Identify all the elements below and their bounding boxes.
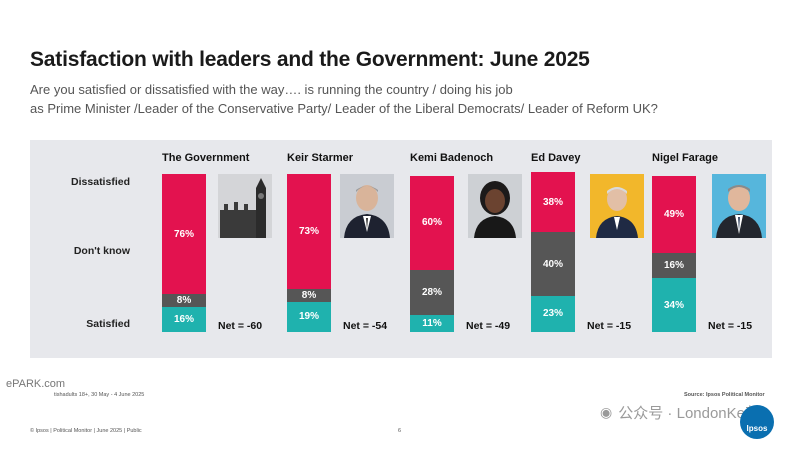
footnote-base: tishadults 18+, 30 May - 4 June 2025 <box>54 392 145 398</box>
bar-segment-satisfied: 34% <box>652 278 696 332</box>
ed-davey-photo <box>590 174 644 238</box>
data-label: 11% <box>422 317 442 329</box>
bar-segment-satisfied: 11% <box>410 314 454 332</box>
bar-segment-dont-know: 16% <box>652 253 696 279</box>
data-label: 16% <box>663 260 684 272</box>
bar-segment-dissatisfied: 38% <box>531 172 575 233</box>
data-label: 73% <box>298 226 319 238</box>
data-label: 40% <box>542 258 563 270</box>
net-score: Net = -54 <box>343 320 388 332</box>
subtitle-line-2: as Prime Minister /Leader of the Conserv… <box>30 101 658 116</box>
bar-segment-dont-know: 8% <box>162 294 206 307</box>
chart-subtitle: Are you satisfied or dissatisfied with t… <box>30 80 770 118</box>
data-label: 60% <box>421 217 442 229</box>
watermark-right: ◉ 公众号 · LondonKe英 <box>600 402 760 423</box>
bar-segment-satisfied: 19% <box>287 301 331 332</box>
data-label: 49% <box>663 208 684 220</box>
watermark-top-left: ePARK.com <box>6 378 66 390</box>
data-label: 38% <box>542 196 563 208</box>
net-score: Net = -15 <box>587 320 632 332</box>
row-label-dissatisfied: Dissatisfied <box>71 176 130 188</box>
bar-segment-dissatisfied: 60% <box>410 175 454 271</box>
net-score: Net = -49 <box>466 320 511 332</box>
footer-copyright: © Ipsos | Political Monitor | June 2025 … <box>30 428 142 434</box>
data-label: 8% <box>301 290 317 302</box>
leader-name: Nigel Farage <box>652 152 719 164</box>
data-label: 34% <box>663 299 684 311</box>
data-label: 23% <box>542 308 563 320</box>
bar-segment-dissatisfied: 49% <box>652 175 696 253</box>
leader-name: Ed Davey <box>531 152 581 164</box>
row-label-satisfied: Satisfied <box>86 318 130 330</box>
bar-segment-dissatisfied: 73% <box>287 174 331 290</box>
watermark-text: 公众号 · LondonKe英 <box>618 405 760 422</box>
leader-name: Kemi Badenoch <box>410 152 494 164</box>
leader-name: Keir Starmer <box>287 152 354 164</box>
data-label: 19% <box>298 311 319 323</box>
chart-title: Satisfaction with leaders and the Govern… <box>30 48 590 71</box>
bar-segment-dissatisfied: 76% <box>162 174 206 295</box>
net-score: Net = -15 <box>708 320 753 332</box>
leader-name: The Government <box>162 152 250 164</box>
ipsos-logo: Ipsos <box>740 405 774 439</box>
chart-panel <box>30 140 772 358</box>
footnote-source: Source: Ipsos Political Monitor <box>684 392 765 398</box>
bar-segment-dont-know: 28% <box>410 270 454 315</box>
subtitle-line-1: Are you satisfied or dissatisfied with t… <box>30 82 513 97</box>
nigel-farage-photo <box>712 174 766 238</box>
bar-segment-satisfied: 16% <box>162 306 206 332</box>
wechat-icon: ◉ <box>600 404 613 420</box>
ipsos-logo-text: Ipsos <box>746 424 768 433</box>
data-label: 76% <box>173 228 194 240</box>
data-label: 8% <box>176 294 192 306</box>
data-label: 28% <box>421 286 442 298</box>
data-label: 16% <box>173 313 194 325</box>
net-score: Net = -60 <box>218 320 263 332</box>
page-number: 6 <box>398 428 402 434</box>
row-label-dont-know: Don't know <box>73 245 130 257</box>
keir-starmer-photo <box>340 174 394 238</box>
bar-segment-satisfied: 23% <box>531 295 575 332</box>
bar-segment-dont-know: 8% <box>287 289 331 302</box>
big-ben-icon <box>218 174 272 238</box>
bar-segment-dont-know: 40% <box>531 232 575 296</box>
kemi-badenoch-photo <box>468 174 522 238</box>
